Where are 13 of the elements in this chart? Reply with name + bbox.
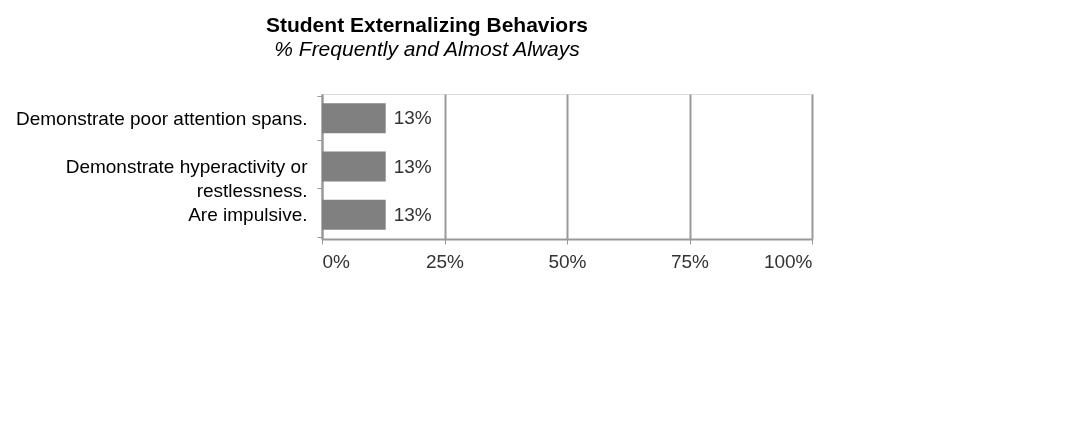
x-tick-label: 25% bbox=[425, 250, 465, 272]
x-tick-label: 0% bbox=[322, 250, 351, 272]
data-label: 13% bbox=[393, 155, 432, 177]
chart-title: Student Externalizing Behaviors bbox=[265, 13, 589, 36]
x-tick-label: 100% bbox=[763, 250, 813, 272]
x-tick-label: 50% bbox=[548, 250, 587, 272]
x-tick-label: 75% bbox=[670, 250, 710, 272]
data-label: 13% bbox=[393, 203, 432, 225]
chart-subtitle: % Frequently and Almost Always bbox=[274, 37, 581, 60]
y-tick-label: Demonstrate poor attention spans. bbox=[15, 107, 308, 129]
y-tick-label: Demonstrate hyperactivity or restlessness. bbox=[65, 156, 309, 201]
data-label: 13% bbox=[393, 107, 432, 129]
y-tick-label: Are impulsive. bbox=[188, 204, 308, 226]
